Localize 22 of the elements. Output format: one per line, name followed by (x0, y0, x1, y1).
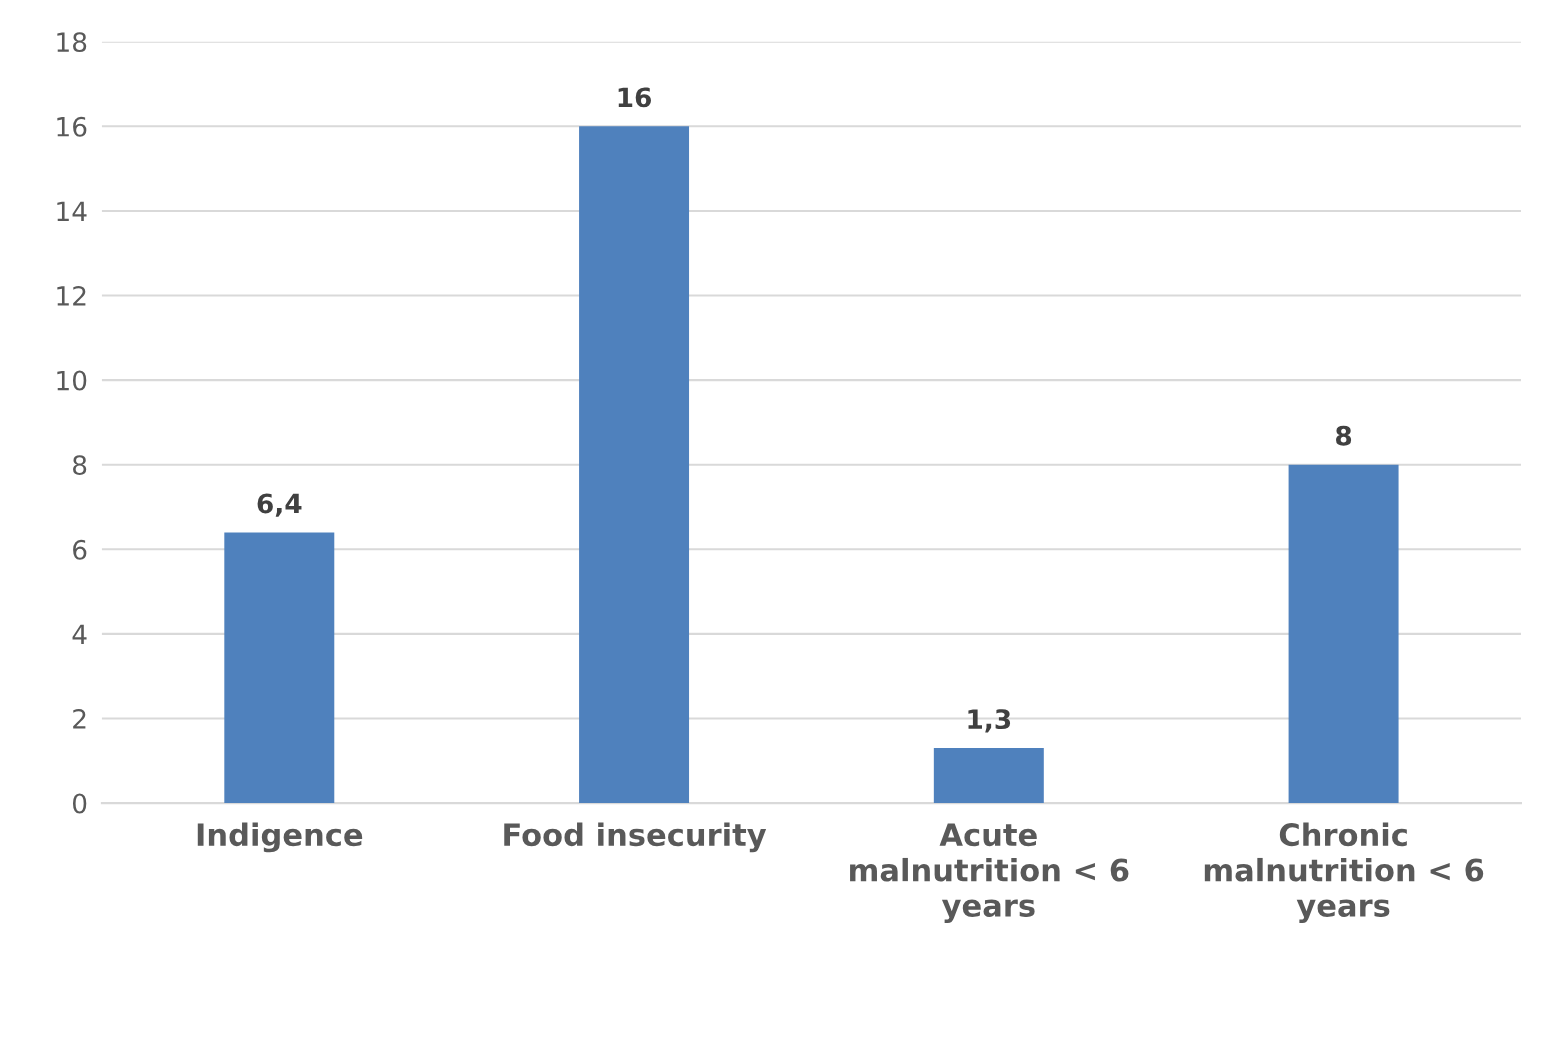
y-tick-label: 4 (72, 624, 87, 644)
y-tick-label: 6 (73, 539, 87, 560)
data-label: 6,4 (257, 493, 302, 517)
y-tick-label: 16 (57, 116, 87, 137)
x-tick-label: Chronic malnutrition < 6 years (1204, 822, 1484, 924)
y-tick-label: 18 (57, 32, 87, 53)
y-tick-label: 8 (73, 455, 87, 476)
data-label: 8 (1336, 425, 1352, 446)
data-label: 1,3 (968, 709, 1011, 733)
bar (579, 126, 690, 804)
x-tick-label: Acute malnutrition < 6 years (850, 823, 1129, 924)
y-tick-label: 0 (72, 793, 87, 814)
y-tick-label: 2 (73, 708, 86, 729)
data-label: 16 (618, 87, 651, 108)
y-tick-label: 14 (57, 201, 87, 221)
x-tick-label: Indigence (197, 822, 363, 853)
y-tick-label: 10 (57, 370, 87, 391)
y-tick-label: 12 (57, 285, 86, 306)
bar (933, 748, 1044, 804)
x-tick-label: Food insecurity (504, 822, 767, 853)
bar (224, 532, 335, 804)
bar (1288, 464, 1399, 804)
